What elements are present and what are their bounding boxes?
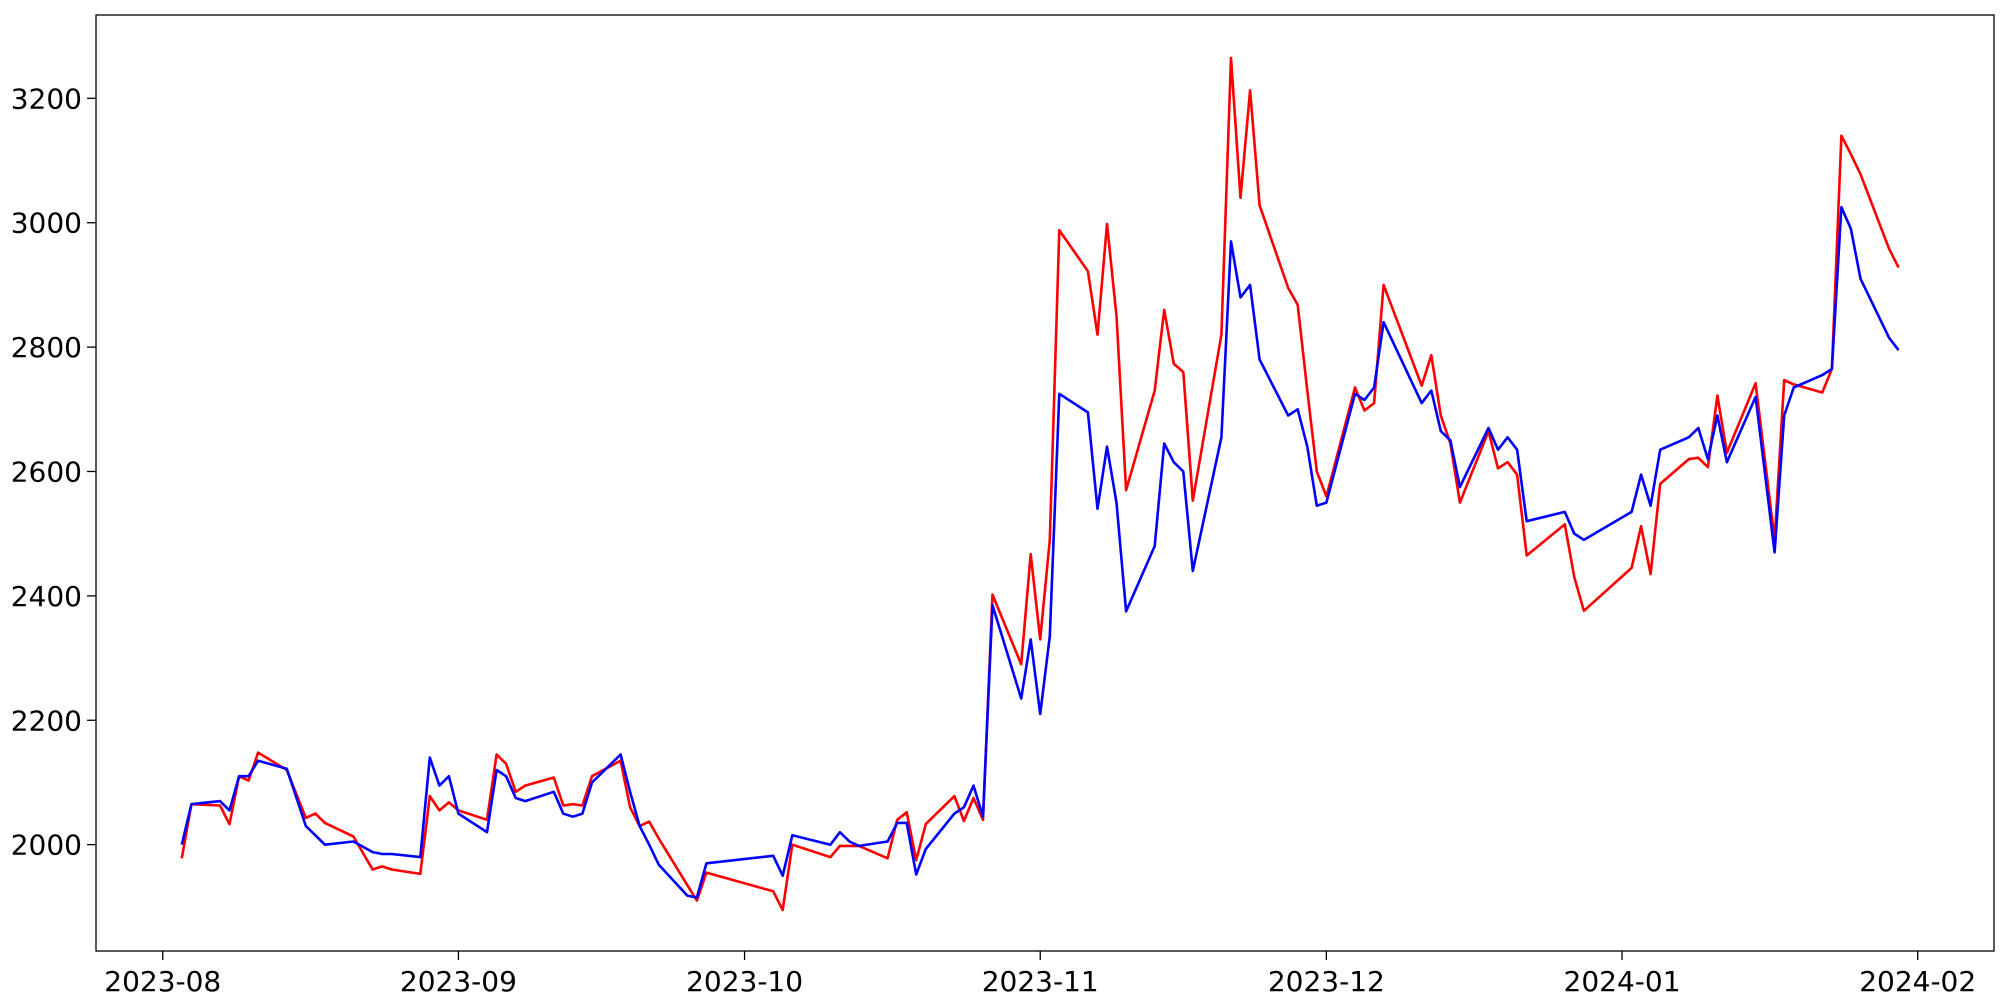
y-tick-label: 2600 xyxy=(11,455,82,488)
x-tick-label: 2023-08 xyxy=(104,965,221,998)
x-tick-label: 2023-10 xyxy=(686,965,803,998)
y-tick-label: 2200 xyxy=(11,704,82,737)
y-tick-label: 2800 xyxy=(11,331,82,364)
line xyxy=(180,56,1900,912)
x-tick-label: 2024-02 xyxy=(1859,965,1976,998)
y-tick-label: 3200 xyxy=(11,82,82,115)
line xyxy=(180,205,1900,899)
x-tick-label: 2023-11 xyxy=(982,965,1099,998)
y-tick-label: 2000 xyxy=(11,829,82,862)
plot-frame xyxy=(95,14,1995,952)
x-tick-label: 2023-09 xyxy=(400,965,517,998)
y-tick-label: 3000 xyxy=(11,207,82,240)
x-tick-label: 2024-01 xyxy=(1564,965,1681,998)
y-tick-label: 2400 xyxy=(11,580,82,613)
x-tick-label: 2023-12 xyxy=(1268,965,1385,998)
